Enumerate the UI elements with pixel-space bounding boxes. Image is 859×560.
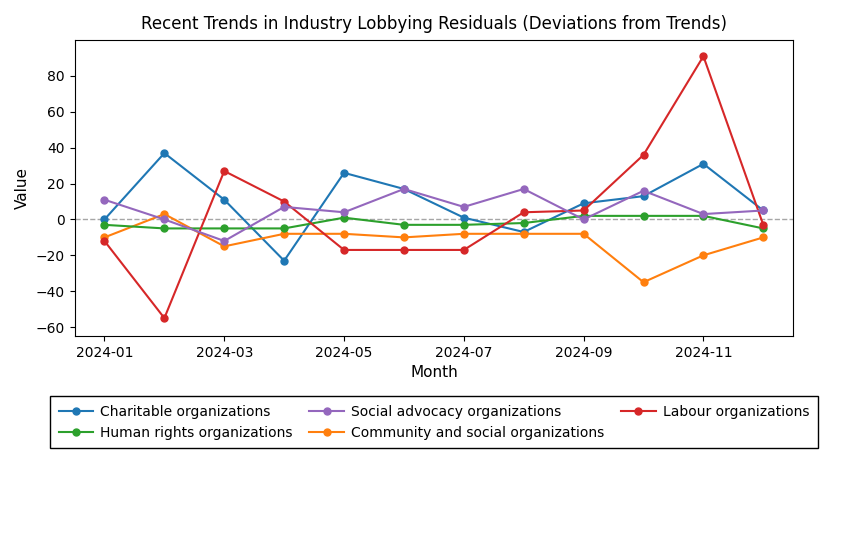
Y-axis label: Value: Value — [15, 167, 30, 209]
Human rights organizations — [339, 214, 350, 221]
Charitable organizations — [159, 150, 169, 156]
Labour organizations — [339, 246, 350, 253]
Social advocacy organizations — [100, 197, 110, 203]
Charitable organizations — [339, 170, 350, 176]
Charitable organizations — [279, 258, 289, 264]
Social advocacy organizations — [519, 185, 529, 192]
Line: Human rights organizations: Human rights organizations — [101, 212, 767, 232]
Human rights organizations — [638, 212, 649, 219]
Social advocacy organizations — [638, 188, 649, 194]
Labour organizations — [578, 207, 588, 214]
Labour organizations — [100, 237, 110, 244]
Human rights organizations — [758, 225, 769, 232]
Social advocacy organizations — [339, 209, 350, 216]
Labour organizations — [519, 209, 529, 216]
Charitable organizations — [698, 161, 709, 167]
Human rights organizations — [399, 221, 409, 228]
Labour organizations — [159, 315, 169, 321]
Human rights organizations — [100, 221, 110, 228]
Charitable organizations — [459, 214, 469, 221]
Social advocacy organizations — [578, 216, 588, 223]
Social advocacy organizations — [698, 211, 709, 217]
Charitable organizations — [519, 228, 529, 235]
Line: Community and social organizations: Community and social organizations — [101, 211, 767, 286]
Charitable organizations — [100, 216, 110, 223]
Labour organizations — [219, 167, 229, 174]
Line: Social advocacy organizations: Social advocacy organizations — [101, 185, 767, 245]
Human rights organizations — [578, 212, 588, 219]
Community and social organizations — [399, 234, 409, 241]
Labour organizations — [399, 246, 409, 253]
Community and social organizations — [159, 211, 169, 217]
Charitable organizations — [758, 207, 769, 214]
Human rights organizations — [459, 221, 469, 228]
Labour organizations — [758, 221, 769, 228]
Community and social organizations — [279, 231, 289, 237]
Title: Recent Trends in Industry Lobbying Residuals (Deviations from Trends): Recent Trends in Industry Lobbying Resid… — [141, 15, 727, 33]
Social advocacy organizations — [459, 203, 469, 210]
Community and social organizations — [339, 231, 350, 237]
Social advocacy organizations — [219, 237, 229, 244]
Labour organizations — [638, 152, 649, 158]
Labour organizations — [279, 198, 289, 205]
Labour organizations — [698, 53, 709, 59]
Charitable organizations — [399, 185, 409, 192]
Legend: Charitable organizations, Human rights organizations, Social advocacy organizati: Charitable organizations, Human rights o… — [51, 396, 818, 448]
Community and social organizations — [638, 279, 649, 286]
Community and social organizations — [459, 231, 469, 237]
Social advocacy organizations — [279, 203, 289, 210]
Human rights organizations — [159, 225, 169, 232]
Social advocacy organizations — [399, 185, 409, 192]
Community and social organizations — [578, 231, 588, 237]
Line: Labour organizations: Labour organizations — [101, 53, 767, 321]
Social advocacy organizations — [159, 216, 169, 223]
Community and social organizations — [519, 231, 529, 237]
Charitable organizations — [578, 200, 588, 207]
Labour organizations — [459, 246, 469, 253]
Human rights organizations — [279, 225, 289, 232]
Charitable organizations — [219, 197, 229, 203]
Charitable organizations — [638, 193, 649, 199]
Line: Charitable organizations: Charitable organizations — [101, 150, 767, 264]
Human rights organizations — [519, 220, 529, 226]
Community and social organizations — [758, 234, 769, 241]
X-axis label: Month: Month — [410, 365, 458, 380]
Community and social organizations — [698, 252, 709, 259]
Community and social organizations — [100, 234, 110, 241]
Social advocacy organizations — [758, 207, 769, 214]
Human rights organizations — [219, 225, 229, 232]
Human rights organizations — [698, 212, 709, 219]
Community and social organizations — [219, 243, 229, 250]
